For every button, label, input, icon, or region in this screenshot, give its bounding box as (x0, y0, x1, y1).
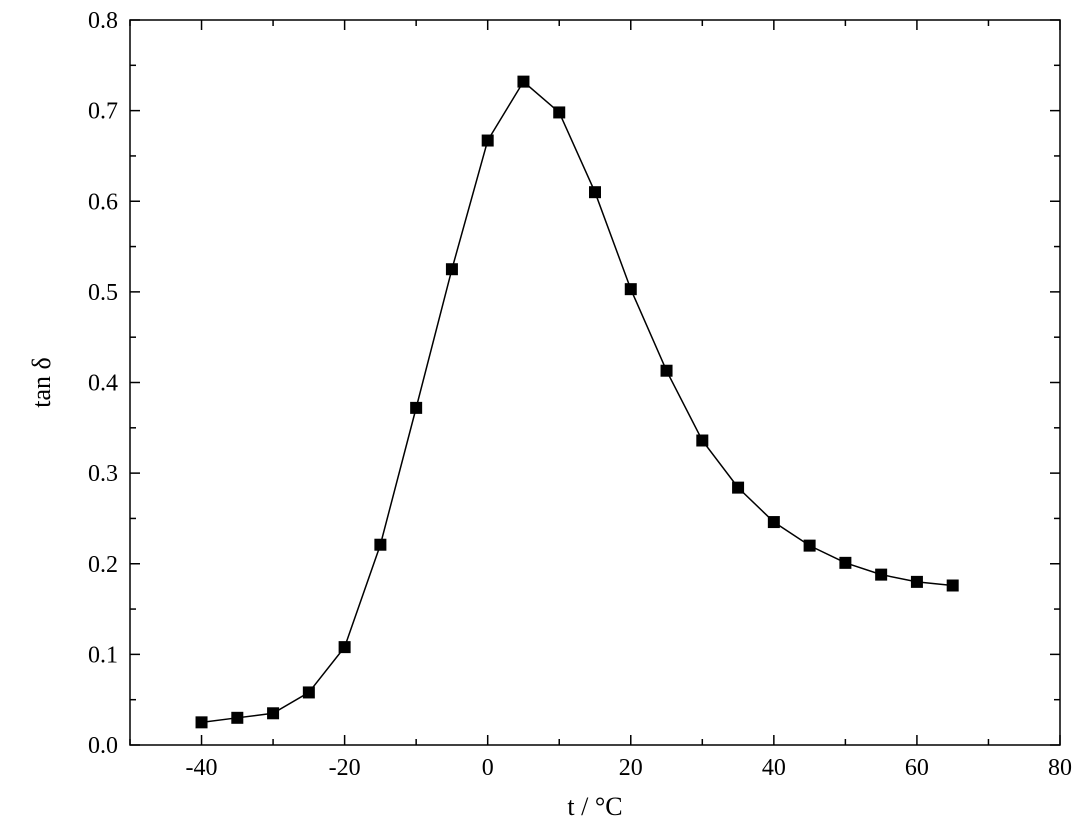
y-tick-label: 0.1 (88, 642, 118, 668)
x-tick-label: -20 (329, 755, 361, 781)
data-marker (661, 365, 673, 377)
data-marker (231, 712, 243, 724)
y-tick-label: 0.6 (88, 189, 118, 215)
data-marker (339, 641, 351, 653)
data-marker (267, 707, 279, 719)
data-marker (947, 580, 959, 592)
data-marker (374, 539, 386, 551)
data-marker (875, 569, 887, 581)
x-axis-label: t / °C (567, 792, 622, 821)
y-tick-label: 0.7 (88, 99, 118, 125)
x-tick-label: 40 (762, 755, 786, 781)
y-tick-label: 0.2 (88, 552, 118, 578)
data-marker (446, 263, 458, 275)
y-tick-label: 0.0 (88, 733, 118, 759)
data-marker (911, 576, 923, 588)
x-tick-label: 0 (482, 755, 494, 781)
y-tick-label: 0.3 (88, 461, 118, 487)
data-marker (517, 76, 529, 88)
chart-svg: -40 -20 0 20 40 60 80 0.0 0.1 0.2 0.3 0.4 0.5 0.6 0.7 0… (0, 0, 1082, 830)
y-tick-label: 0.4 (88, 371, 118, 397)
x-tick-label: -40 (186, 755, 218, 781)
data-marker (625, 283, 637, 295)
data-marker (804, 540, 816, 552)
data-marker (696, 435, 708, 447)
y-tick-label: 0.5 (88, 280, 118, 306)
y-tick-label: 0.8 (88, 8, 118, 34)
x-tick-label: 80 (1048, 755, 1072, 781)
data-marker (303, 686, 315, 698)
data-marker (589, 186, 601, 198)
data-marker (732, 482, 744, 494)
y-axis-label: tan δ (27, 357, 56, 408)
data-marker (768, 516, 780, 528)
data-marker (839, 557, 851, 569)
data-marker (196, 716, 208, 728)
x-tick-label: 60 (905, 755, 929, 781)
x-tick-label: 20 (619, 755, 643, 781)
chart-container: -40 -20 0 20 40 60 80 0.0 0.1 0.2 0.3 0.4 0.5 0.6 0.7 0… (0, 0, 1082, 830)
data-marker (410, 402, 422, 414)
data-marker (482, 135, 494, 147)
data-marker (553, 106, 565, 118)
